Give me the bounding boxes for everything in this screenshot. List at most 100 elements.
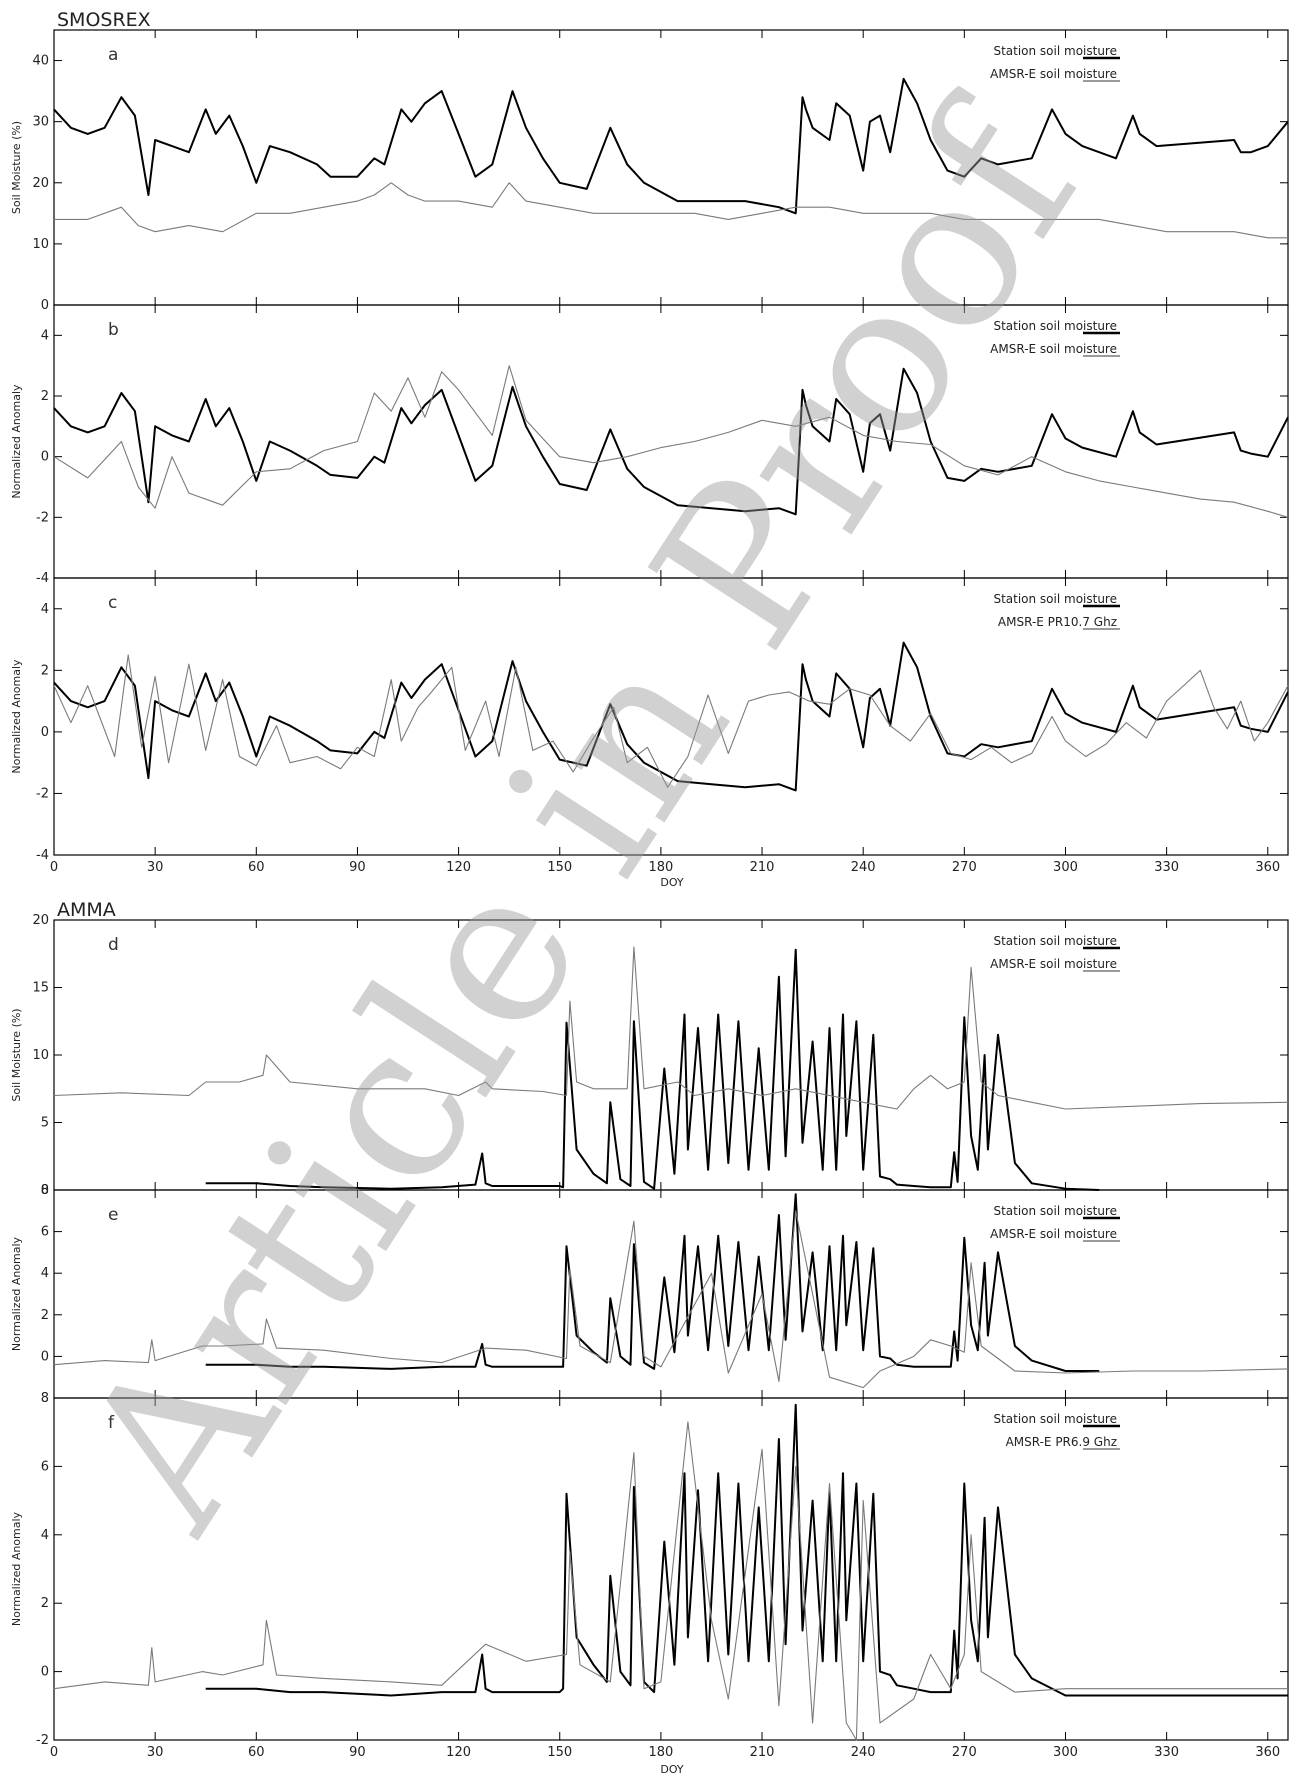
y-tick-label: 4 [41, 602, 49, 617]
x-tick-label: 240 [851, 860, 876, 875]
y-axis-label: Normalized Anomaly [10, 659, 23, 774]
legend-label: AMSR-E soil moisture [990, 1227, 1117, 1241]
series-line-station [53, 641, 1289, 792]
panel-label: e [108, 1205, 118, 1225]
y-tick-label: 0 [41, 298, 49, 313]
y-tick-label: 2 [41, 389, 49, 404]
series-line-amsr [53, 946, 1289, 1110]
legend-label: Station soil moisture [993, 1204, 1117, 1218]
y-axis-label: Soil Moisture (%) [10, 1008, 23, 1101]
y-axis-label: Normalized Anomaly [10, 1236, 23, 1351]
x-tick-label: 120 [446, 1745, 471, 1760]
series-line-station [53, 77, 1289, 215]
y-axis-label: Normalized Anomaly [10, 384, 23, 499]
group-title-amma: AMMA [57, 899, 116, 921]
x-tick-label: 90 [349, 1745, 366, 1760]
y-tick-label: -2 [36, 1733, 49, 1748]
series-line-station [205, 948, 1100, 1191]
series-line-amsr [53, 1421, 1288, 1741]
legend-label: Station soil moisture [993, 934, 1117, 948]
panel-d: 0 5 10 15 20 Soil Moisture (%) d Station soil m… [10, 913, 1289, 1198]
legend-label: Station soil moisture [993, 592, 1117, 606]
y-tick-label: 0 [41, 1349, 49, 1364]
x-tick-label: 150 [547, 860, 572, 875]
y-tick-label: 2 [41, 663, 49, 678]
legend-label: AMSR-E soil moisture [990, 67, 1117, 81]
panel-label: f [108, 1413, 115, 1433]
x-tick-label: 210 [750, 860, 775, 875]
y-tick-label: -2 [36, 786, 49, 801]
series-line-station [53, 367, 1289, 516]
y-tick-label: 8 [41, 1183, 49, 1198]
x-tick-label: 30 [147, 860, 164, 875]
watermark-text: Article in Proof [34, 63, 1131, 1569]
x-tick-label: 210 [750, 1745, 775, 1760]
y-tick-label: -4 [36, 571, 49, 586]
legend-label: AMSR-E PR6.9 Ghz [1006, 1435, 1117, 1449]
panel-a: 0 10 20 30 40 Soil Moisture (%) a Station soil … [10, 29, 1289, 313]
x-axis-label-smosrex: DOY [660, 876, 684, 889]
y-tick-label: 5 [41, 1116, 49, 1131]
x-tick-label: 60 [248, 1745, 265, 1760]
y-tick-label: 10 [32, 237, 49, 252]
legend-label: AMSR-E soil moisture [990, 957, 1117, 971]
y-tick-label: -2 [36, 510, 49, 525]
x-tick-label: 360 [1255, 1745, 1280, 1760]
y-tick-label: 6 [41, 1225, 49, 1240]
y-tick-label: 15 [32, 981, 49, 996]
x-tick-label: 120 [446, 860, 471, 875]
x-tick-label: 90 [349, 860, 366, 875]
y-tick-label: 40 [32, 54, 49, 69]
panel-e: 0 2 4 6 8 Normalized Anomaly e Station soil moi… [10, 1183, 1289, 1399]
y-axis-label: Normalized Anomaly [10, 1511, 23, 1626]
y-tick-label: 0 [41, 725, 49, 740]
y-tick-label: 20 [32, 913, 49, 928]
x-tick-label: 180 [648, 1745, 673, 1760]
panel-label: a [108, 45, 118, 65]
y-tick-label: 4 [41, 328, 49, 343]
x-tick-label: 0 [50, 860, 58, 875]
y-tick-label: 6 [41, 1459, 49, 1474]
y-tick-label: 0 [41, 1665, 49, 1680]
x-tick-label: 0 [50, 1745, 58, 1760]
plot-frame-f [53, 1397, 1289, 1741]
y-tick-label: 2 [41, 1596, 49, 1611]
y-tick-label: 10 [32, 1048, 49, 1063]
legend-label: Station soil moisture [993, 319, 1117, 333]
x-tick-label: 330 [1154, 860, 1179, 875]
panel-b: -4 -2 0 2 4 Normalized Anomaly b Station soil m… [10, 304, 1289, 586]
legend-label: Station soil moisture [993, 44, 1117, 58]
x-tick-label: 270 [952, 860, 977, 875]
series-line-amsr [53, 654, 1289, 788]
x-tick-label: 150 [547, 1745, 572, 1760]
x-tick-label: 300 [1053, 860, 1078, 875]
plot-frame-c [53, 577, 1289, 856]
panel-label: b [108, 320, 119, 340]
group-title-smosrex: SMOSREX [57, 9, 151, 31]
x-tick-label: 270 [952, 1745, 977, 1760]
x-tick-label: 330 [1154, 1745, 1179, 1760]
series-line-amsr [54, 182, 1288, 239]
x-tick-label: 360 [1255, 860, 1280, 875]
y-axis-label: Soil Moisture (%) [10, 121, 23, 214]
x-tick-label: 30 [147, 1745, 164, 1760]
y-tick-label: 8 [41, 1391, 49, 1406]
legend-label: AMSR-E soil moisture [990, 342, 1117, 356]
y-tick-label: 4 [41, 1266, 49, 1281]
y-tick-label: 4 [41, 1528, 49, 1543]
panel-label: c [108, 593, 117, 613]
y-tick-label: 2 [41, 1308, 49, 1323]
legend-label: AMSR-E PR10.7 Ghz [998, 615, 1117, 629]
series-line-station [205, 1403, 1288, 1697]
y-tick-label: 0 [41, 450, 49, 465]
x-tick-label: 60 [248, 860, 265, 875]
y-tick-label: 30 [32, 115, 49, 130]
series-line-station [205, 1193, 1100, 1372]
series-line-amsr [53, 365, 1289, 518]
legend-label: Station soil moisture [993, 1412, 1117, 1426]
panel-label: d [108, 935, 119, 955]
x-tick-label: 180 [648, 860, 673, 875]
